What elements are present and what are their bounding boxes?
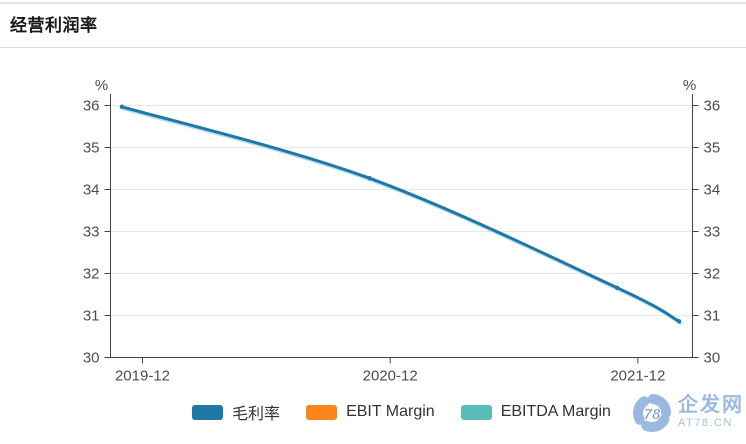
margin-line-chart[interactable]: 30 30 31 31 32 32 33 33 34 34 35 35 36 36% % 2019-12 202… (0, 49, 746, 399)
legend-swatch-ebit-margin (306, 404, 338, 420)
y-unit-label-right: % (683, 77, 696, 94)
y-tick-label-left: 30 (83, 350, 100, 367)
y-tick-label-left: 36 (83, 98, 100, 115)
x-tick-label: 2020-12 (363, 368, 418, 385)
y-tick-label-right: 33 (704, 224, 721, 241)
legend-swatch-ebitda-margin (460, 404, 492, 420)
top-divider (0, 2, 746, 4)
y-tick-label-left: 32 (83, 266, 100, 283)
series-line-gross-margin[interactable] (120, 105, 681, 323)
legend-item-ebit-margin[interactable]: EBIT Margin (306, 403, 435, 421)
y-tick-label-right: 32 (704, 266, 721, 283)
legend-item-ebitda-margin[interactable]: EBITDA Margin (460, 403, 611, 421)
data-point-marker-gross-margin[interactable] (676, 319, 682, 324)
page-title: 经营利润率 (10, 16, 98, 35)
legend-swatch-gross-margin (192, 404, 224, 420)
y-tick-label-right: 35 (704, 140, 721, 157)
y-tick-label-right: 30 (704, 350, 721, 367)
y-tick-label-right: 34 (704, 182, 721, 199)
y-tick-label-left: 33 (83, 224, 100, 241)
y-tick-label-right: 31 (704, 308, 721, 325)
chart-legend: 毛利率 EBIT Margin EBITDA Margin (110, 400, 693, 424)
data-point-marker-gross-margin[interactable] (615, 285, 620, 290)
y-tick-label-right: 36 (704, 98, 721, 115)
x-tick-label: 2021-12 (610, 368, 665, 385)
data-point-marker-gross-margin[interactable] (119, 104, 125, 109)
y-tick-label-left: 31 (83, 308, 100, 325)
legend-label-gross-margin: 毛利率 (232, 406, 281, 423)
y-tick-label-left: 35 (83, 140, 100, 157)
data-point-marker-gross-margin[interactable] (367, 175, 372, 181)
y-tick-label-left: 34 (83, 182, 100, 199)
legend-label-ebitda-margin: EBITDA Margin (500, 403, 611, 420)
legend-label-ebit-margin: EBIT Margin (346, 403, 435, 420)
x-tick-label: 2019-12 (115, 368, 170, 385)
y-unit-label-left: % (95, 77, 108, 94)
legend-item-gross-margin[interactable]: 毛利率 (192, 400, 280, 424)
title-bar: 经营利润率 (0, 0, 746, 48)
series-line-halo-gross-margin (121, 107, 683, 325)
